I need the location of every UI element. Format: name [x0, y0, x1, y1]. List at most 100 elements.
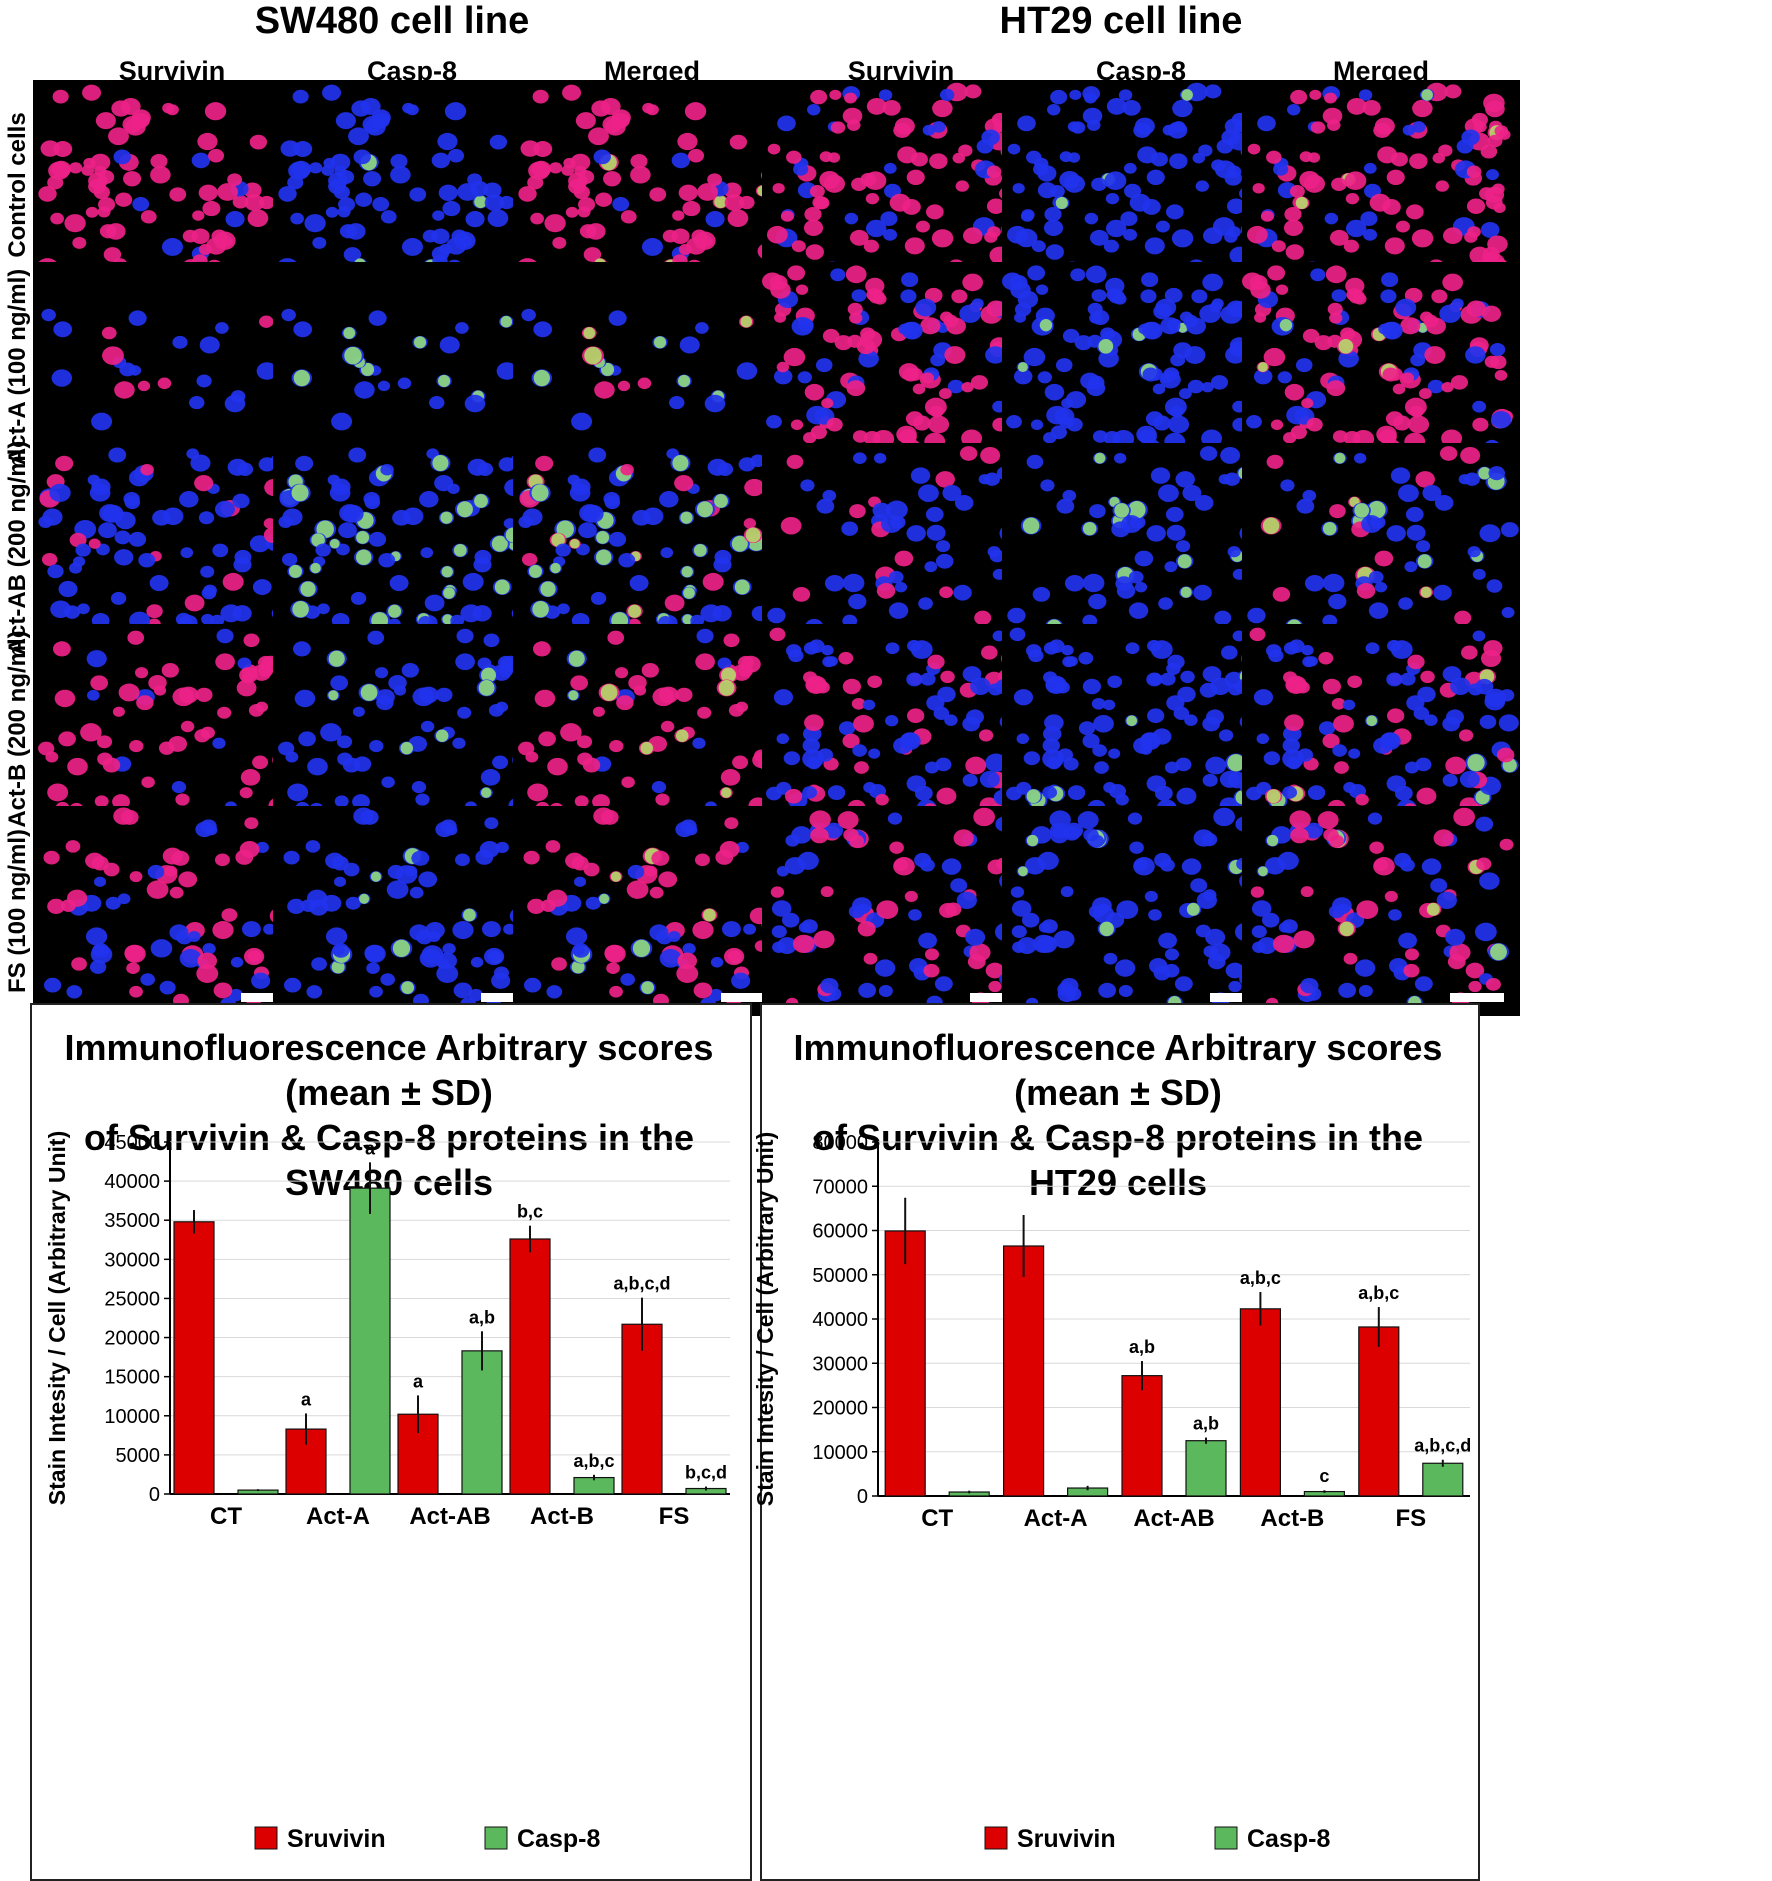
y-tick-label: 80000: [812, 1132, 868, 1154]
casp-8-bar: [1185, 1440, 1227, 1497]
micrograph-image: [1002, 443, 1280, 653]
y-axis-label: Stain Intesity / Cell (Arbitrary Unit): [44, 1131, 70, 1505]
significance-label: a,b,c: [1358, 1283, 1399, 1303]
x-category-label: FS: [1395, 1505, 1426, 1532]
x-category-label: Act-B: [530, 1503, 594, 1530]
micrograph-illustration: [523, 807, 790, 1011]
micrograph-image: [513, 443, 791, 653]
micrograph-image: [273, 262, 551, 472]
y-axis-label: Stain Intesity / Cell (Arbitrary Unit): [752, 1132, 778, 1506]
y-tick-label: 5000: [116, 1445, 161, 1467]
sruvivin-bar: [621, 1323, 663, 1495]
significance-label: a,b,c,d: [613, 1274, 670, 1294]
micrograph-image: [513, 806, 791, 1016]
x-category-label: Act-A: [1024, 1505, 1088, 1532]
micrograph-image: [1242, 443, 1520, 653]
micrograph-illustration: [1242, 265, 1514, 470]
significance-label: b,c: [517, 1202, 543, 1222]
micrograph-image: [273, 443, 551, 653]
legend-swatch: [484, 1826, 508, 1850]
y-tick-label: 15000: [104, 1367, 160, 1389]
micrograph-image: [1242, 806, 1520, 1016]
micrograph-illustration: [1010, 807, 1274, 1010]
micrograph-image: [513, 262, 791, 472]
y-tick-label: 10000: [104, 1406, 160, 1428]
y-tick-label: 0: [857, 1486, 868, 1508]
micrograph-image: [762, 806, 1040, 1016]
x-category-label: CT: [210, 1503, 242, 1530]
sruvivin-bar: [509, 1238, 551, 1495]
y-tick-label: 70000: [812, 1176, 868, 1198]
x-category-label: Act-AB: [409, 1503, 490, 1530]
y-tick-label: 40000: [104, 1171, 160, 1193]
y-tick-label: 20000: [104, 1328, 160, 1350]
cell-line-title: HT29 cell line: [999, 0, 1243, 42]
casp-8-bar: [349, 1187, 391, 1495]
significance-label: a,b: [1193, 1414, 1219, 1434]
x-category-label: FS: [659, 1503, 690, 1530]
scale-bar: [970, 993, 1024, 1002]
scale-bar: [721, 993, 775, 1002]
significance-label: a,b: [469, 1307, 495, 1327]
y-tick-label: 50000: [812, 1265, 868, 1287]
micrograph-illustration: [38, 447, 307, 646]
legend-label: Sruvivin: [1017, 1825, 1116, 1853]
significance-label: b,c,d: [685, 1463, 727, 1483]
y-tick-label: 35000: [104, 1210, 160, 1232]
y-tick-label: 60000: [812, 1221, 868, 1243]
y-tick-label: 30000: [104, 1249, 160, 1271]
micrograph-illustration: [1247, 446, 1519, 641]
casp-8-bar: [461, 1350, 503, 1495]
micrograph-image: [33, 443, 311, 653]
scale-bar: [1210, 993, 1264, 1002]
micrograph-illustration: [1002, 265, 1274, 470]
y-tick-label: 30000: [812, 1353, 868, 1375]
significance-label: a: [413, 1371, 424, 1391]
x-category-label: Act-A: [306, 1503, 370, 1530]
chart-title-line: Immunofluorescence Arbitrary scores (mea…: [793, 1027, 1443, 1113]
legend-swatch: [984, 1826, 1008, 1850]
cell-line-title: SW480 cell line: [254, 0, 530, 42]
chart-title: Immunofluorescence Arbitrary scores (mea…: [50, 1025, 728, 1205]
y-tick-label: 0: [149, 1484, 160, 1506]
legend-swatch: [1214, 1826, 1238, 1850]
chart-title-line: of Survivin & Casp-8 proteins in the HT2…: [812, 1117, 1424, 1203]
chart-title-line: Immunofluorescence Arbitrary scores (mea…: [64, 1027, 714, 1113]
sruvivin-bar: [884, 1230, 926, 1497]
significance-label: a: [365, 1138, 376, 1158]
micrograph-illustration: [1007, 446, 1279, 641]
scale-bar: [241, 993, 295, 1002]
micrograph-image: [33, 262, 311, 472]
legend-label: Sruvivin: [287, 1825, 386, 1853]
scale-bar: [1450, 993, 1504, 1002]
sruvivin-bar: [173, 1221, 215, 1495]
y-tick-label: 20000: [812, 1398, 868, 1420]
significance-label: a,b,c: [1240, 1268, 1281, 1288]
sruvivin-bar: [1002, 1245, 1045, 1497]
micrograph-image: [1002, 262, 1280, 472]
significance-label: a,b,c,d: [1414, 1436, 1471, 1456]
chart-title-line: of Survivin & Casp-8 proteins in the SW4…: [83, 1117, 695, 1203]
x-category-label: CT: [921, 1505, 953, 1532]
sruvivin-bar: [1239, 1308, 1282, 1497]
y-tick-label: 45000: [104, 1132, 160, 1154]
legend-label: Casp-8: [1247, 1825, 1330, 1853]
x-category-label: Act-B: [1260, 1505, 1324, 1532]
chart-title: Immunofluorescence Arbitrary scores (mea…: [780, 1025, 1456, 1205]
micrograph-illustration: [518, 447, 787, 646]
micrograph-image: [762, 443, 1040, 653]
y-tick-label: 25000: [104, 1288, 160, 1310]
sruvivin-bar: [1358, 1326, 1400, 1497]
significance-label: a,b: [1129, 1337, 1155, 1357]
significance-label: c: [1319, 1466, 1329, 1486]
y-tick-label: 40000: [812, 1309, 868, 1331]
significance-label: a: [301, 1389, 312, 1409]
legend-label: Casp-8: [517, 1825, 600, 1853]
y-tick-label: 10000: [812, 1442, 868, 1464]
sruvivin-bar: [1121, 1375, 1163, 1497]
casp-8-bar: [1422, 1462, 1464, 1497]
legend-swatch: [254, 1826, 278, 1850]
significance-label: a,b,c: [573, 1451, 614, 1471]
